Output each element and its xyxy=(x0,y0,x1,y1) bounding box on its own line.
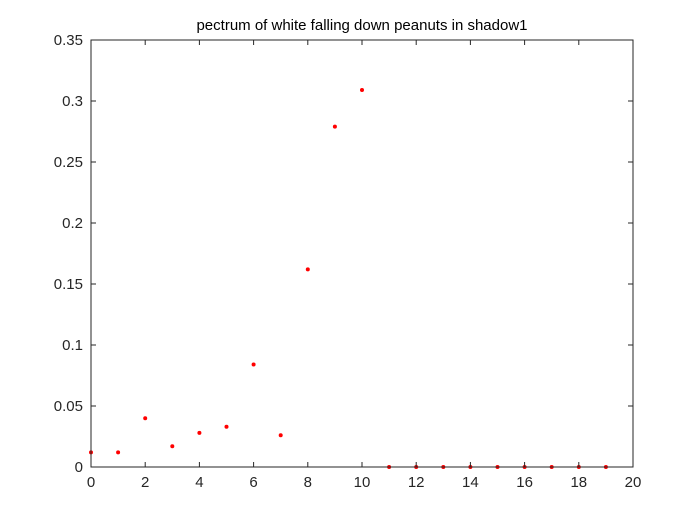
data-point xyxy=(197,430,202,435)
y-tick-label: 0 xyxy=(75,459,83,476)
x-tick-label: 8 xyxy=(304,474,312,491)
x-tick-label: 20 xyxy=(625,474,642,491)
y-tick-label: 0.2 xyxy=(62,215,83,232)
plot-background xyxy=(91,40,633,467)
data-points xyxy=(89,88,608,469)
y-tick-label: 0.05 xyxy=(54,398,83,415)
x-tick-label: 14 xyxy=(462,474,479,491)
data-point xyxy=(332,124,337,129)
y-tick-label: 0.15 xyxy=(54,276,83,293)
y-tick-label: 0.35 xyxy=(54,32,83,49)
data-point xyxy=(305,267,310,272)
chart-title: pectrum of white falling down peanuts in… xyxy=(196,17,527,34)
data-point xyxy=(143,416,148,421)
data-point xyxy=(116,450,121,455)
x-tick-label: 16 xyxy=(516,474,533,491)
data-point xyxy=(224,424,229,429)
data-point xyxy=(360,88,364,93)
x-tick-label: 10 xyxy=(354,474,371,491)
data-point xyxy=(251,362,256,367)
x-tick-label: 12 xyxy=(408,474,425,491)
data-point xyxy=(170,444,175,449)
x-tick-label: 0 xyxy=(87,474,95,491)
x-tick-label: 6 xyxy=(249,474,257,491)
y-tick-label: 0.25 xyxy=(54,154,83,171)
x-tick-label: 18 xyxy=(570,474,587,491)
x-tick-labels: 0 2 4 6 8 10 12 14 16 18 20 xyxy=(87,474,642,491)
x-tick-label: 4 xyxy=(195,474,203,491)
y-tick-label: 0.1 xyxy=(62,337,83,354)
y-tick-label: 0.3 xyxy=(62,93,83,110)
y-tick-labels: 0 0.05 0.1 0.15 0.2 0.25 0.3 0.35 xyxy=(54,32,83,476)
axis-ticks xyxy=(90,39,634,468)
x-tick-label: 2 xyxy=(141,474,149,491)
data-point xyxy=(278,433,283,438)
